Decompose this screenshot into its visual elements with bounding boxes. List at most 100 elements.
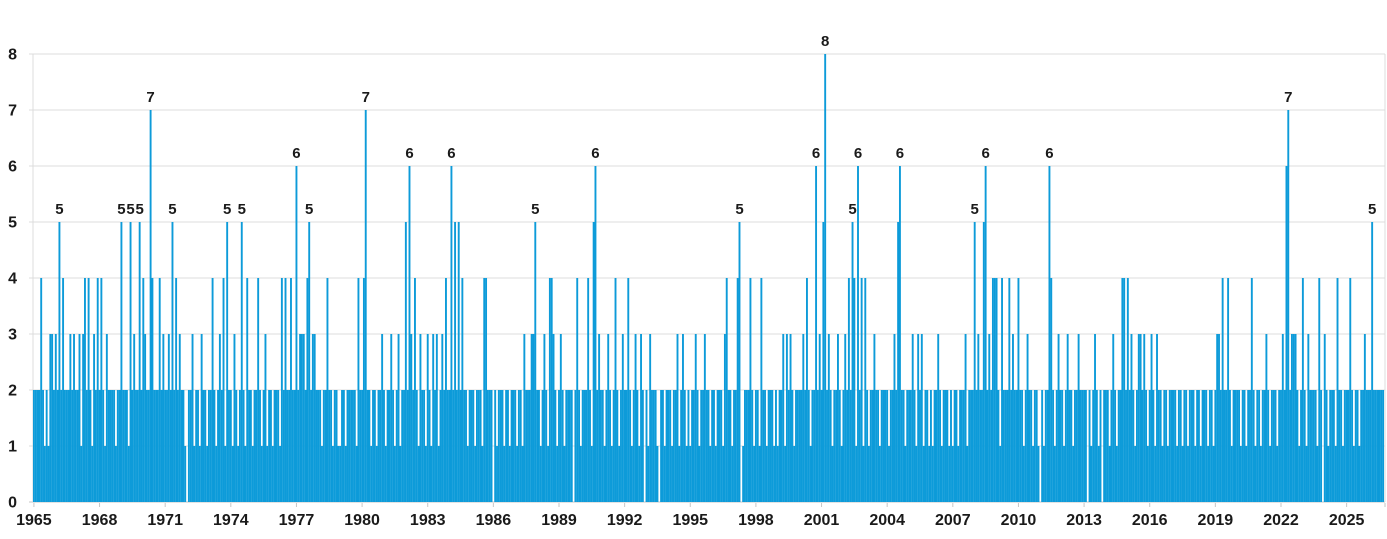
bar [713,390,715,502]
bar [1323,334,1326,502]
bar [115,446,117,502]
bar [884,390,887,502]
bar [939,390,941,502]
bar [151,278,154,502]
bar [532,334,535,502]
bar [678,446,681,502]
bar [798,390,801,502]
bar [441,334,444,502]
bar [1154,446,1157,502]
bar [576,278,579,502]
bar [864,278,867,502]
bar [960,390,963,502]
bar [583,390,586,502]
bar [924,390,927,502]
bar [855,446,858,502]
data-label: 5 [1368,201,1376,218]
data-label: 6 [896,145,904,162]
bar [1303,390,1306,502]
bar [769,390,772,502]
bar [410,334,413,502]
bar [935,390,938,502]
bar [1165,390,1168,502]
bar [539,446,542,502]
bar [1033,390,1036,502]
bar [1137,334,1140,502]
bar [1338,390,1341,502]
bar [1053,446,1056,502]
bar [461,278,464,502]
bar [1318,278,1321,502]
bar [1269,446,1271,502]
bar [990,390,993,502]
bar [1074,390,1076,502]
bar [915,446,918,502]
bar [333,390,336,502]
bar [346,390,349,502]
bar [293,390,296,502]
bar [1021,390,1024,502]
bar [479,390,482,502]
bar [722,446,725,502]
bar [691,390,694,502]
bar [1150,334,1153,502]
bar [218,334,221,502]
bar [1064,390,1067,502]
bar [80,446,83,502]
bar [364,110,367,502]
bar [1214,390,1217,502]
bar [598,334,601,502]
bar [556,446,559,502]
bar [359,390,362,502]
bar [1380,390,1383,502]
bar [1283,390,1286,502]
bar [463,390,466,502]
bar [1168,390,1171,502]
bar [395,390,398,502]
bar [966,446,969,502]
bar [776,446,779,502]
bar [1030,390,1033,502]
bar [1263,390,1266,502]
bar [45,390,48,502]
bar [262,390,265,502]
bar [1312,390,1315,502]
bar [1037,446,1040,502]
bar [279,446,281,502]
bar [857,166,859,502]
bar [280,278,283,502]
bar [1278,390,1281,502]
bar [607,334,610,502]
bar [689,446,692,502]
bar [585,390,588,502]
x-axis-tick-label: 1974 [213,512,249,529]
bar [882,390,885,502]
bar [749,278,752,502]
bar [1185,390,1188,502]
bar [468,390,471,502]
bar [78,334,81,502]
bar [1327,446,1330,502]
bar [379,390,382,502]
bar [682,334,684,502]
data-label: 5 [735,201,743,218]
bar [319,390,322,502]
bar [1371,222,1374,502]
x-axis-tick-label: 2001 [804,512,840,529]
bar [718,390,721,502]
bar [408,166,411,502]
bar [1336,278,1339,502]
bar [1250,278,1253,502]
x-axis-tick-label: 1971 [147,512,183,529]
bar [1170,390,1173,502]
bar [1298,446,1301,502]
bar [47,446,50,502]
bar [988,334,991,502]
bar [175,278,178,502]
bar [530,334,533,502]
bar [895,390,898,502]
bar [1146,446,1149,502]
bar [176,390,179,502]
bar [69,334,72,502]
bar [1331,390,1333,502]
